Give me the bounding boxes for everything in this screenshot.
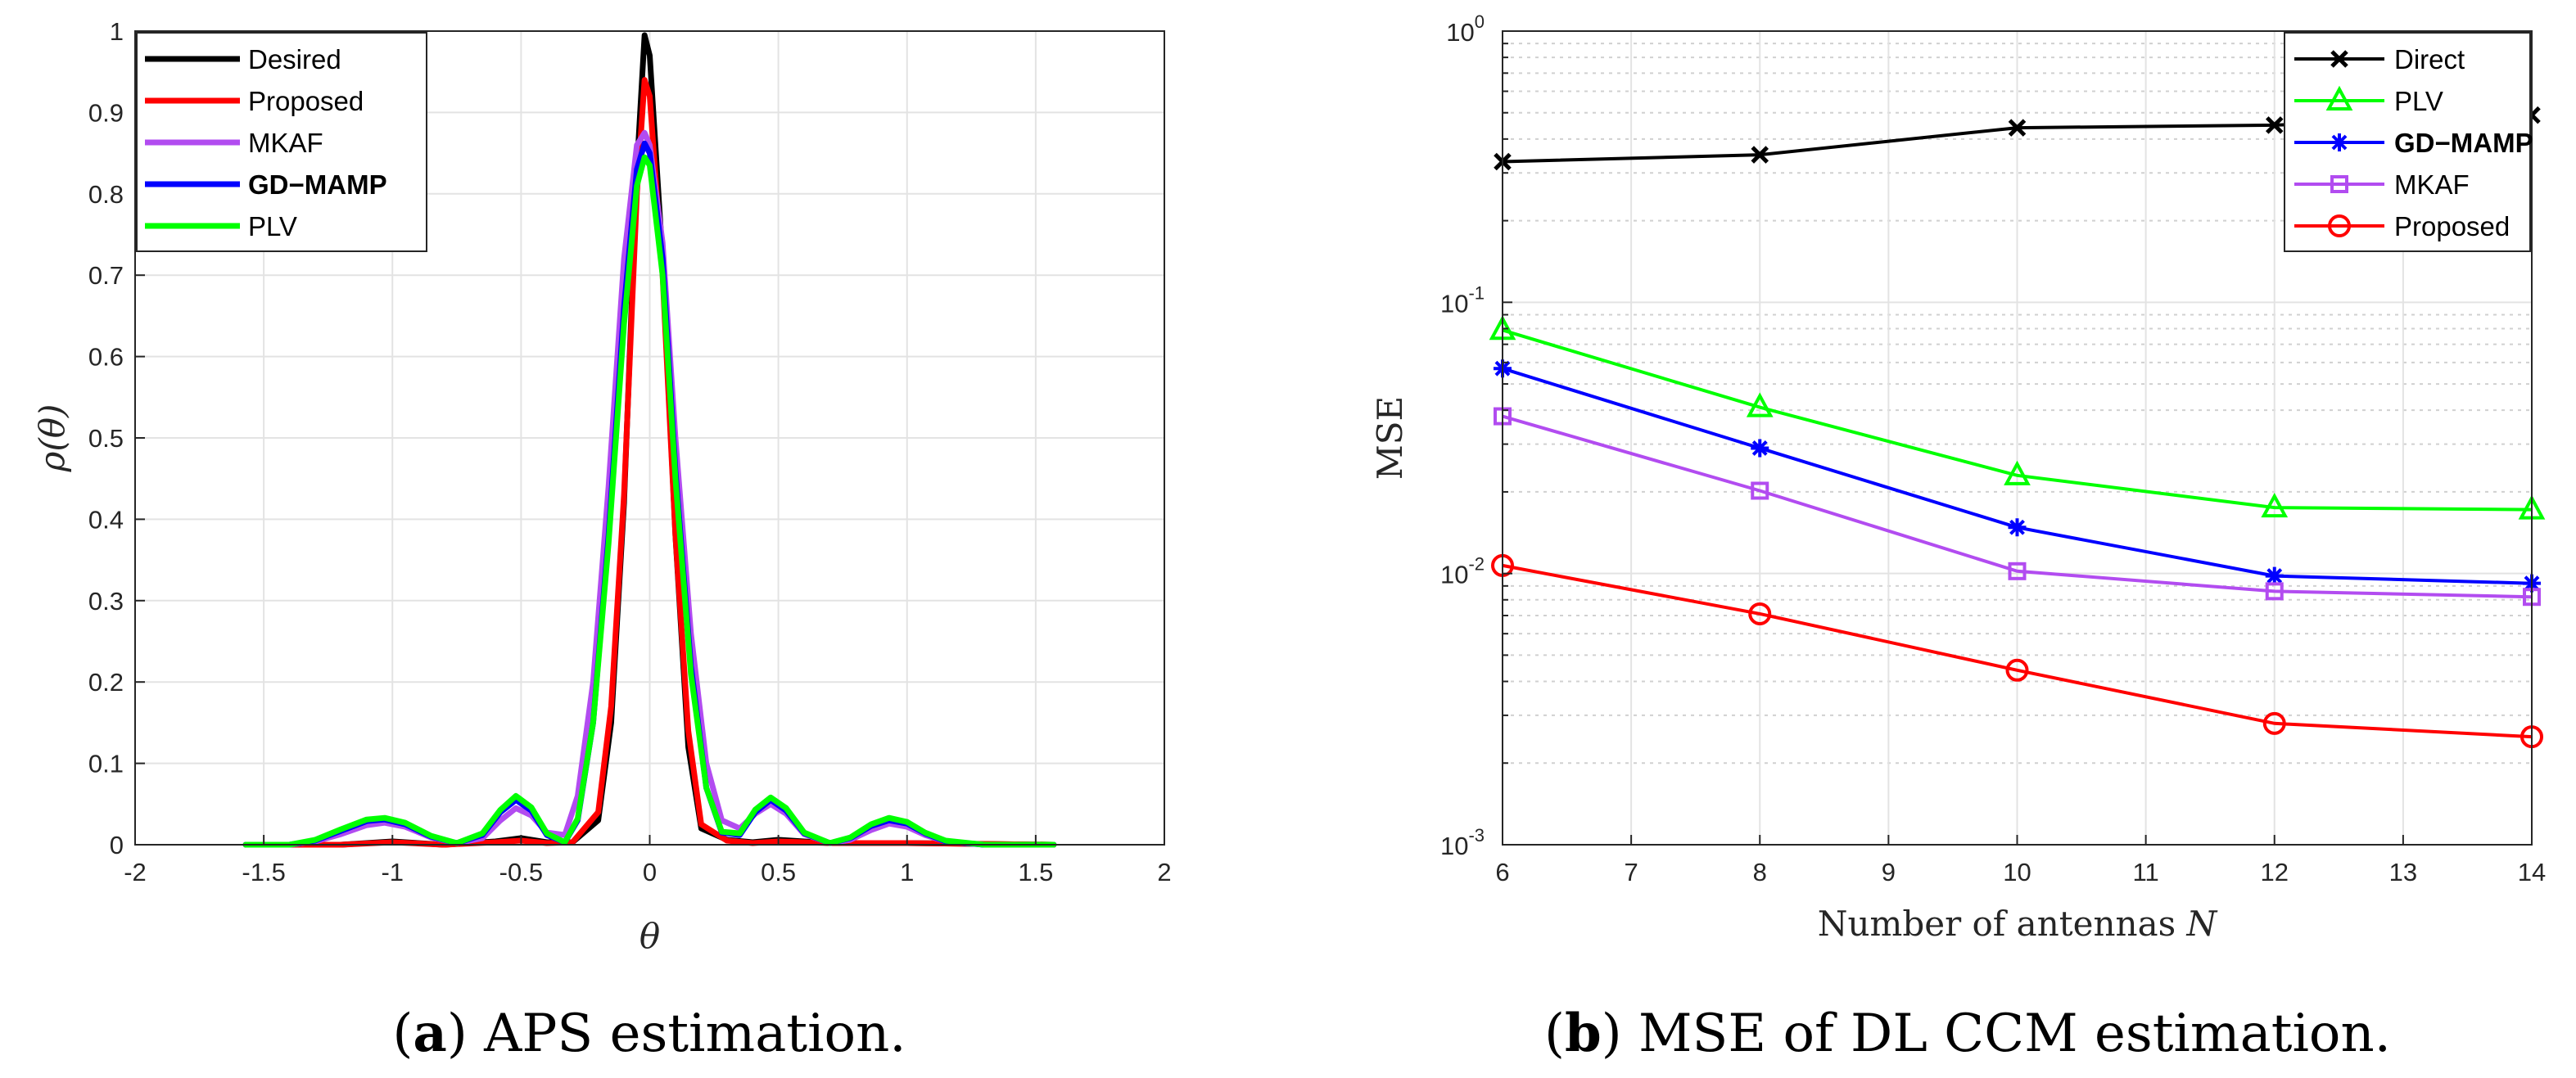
aps-y-tick-label: 0.4: [88, 505, 124, 534]
mse-caption-label: b: [1565, 1003, 1602, 1064]
aps-x-tick-label: 0: [643, 858, 657, 886]
aps-legend-label-gd-mamp: GD−MAMP: [248, 169, 387, 200]
aps-y-tick-label: 0.6: [88, 343, 124, 372]
mse-point-proposed: [2262, 711, 2286, 735]
aps-grid: [134, 30, 1165, 846]
mse-y-tick-base: 10: [1440, 289, 1468, 318]
mse-series-proposed: [1502, 563, 2533, 739]
mse-x-tick-label: 9: [1882, 858, 1896, 886]
aps-x-tick-label: 2: [1157, 858, 1171, 886]
aps-x-tick-label: -0.5: [499, 858, 543, 886]
mse-legend-marker-proposed: [2328, 214, 2351, 237]
aps-y-tick-label: 1: [110, 17, 124, 46]
mse-point-plv: [1746, 392, 1774, 417]
aps-series-plv: [242, 154, 1057, 848]
aps-x-axis-title: θ: [639, 916, 660, 956]
aps-y-axis-title: ρ(θ): [32, 404, 72, 473]
aps-y-tick-label: 0: [110, 831, 124, 859]
mse-y-tick-base: 10: [1440, 832, 1468, 860]
mse-legend-label-direct: Direct: [2394, 44, 2465, 74]
mse-y-tick-base: 10: [1440, 561, 1468, 589]
aps-x-tick-label: 1.5: [1018, 858, 1053, 886]
aps-x-tick-label: 0.5: [761, 858, 796, 886]
mse-y-tick-exponent: -2: [1468, 554, 1485, 575]
mse-x-tick-label: 14: [2518, 858, 2546, 886]
mse-y-tick-label: 10-3: [1440, 825, 1485, 860]
mse-point-mkaf: [2265, 582, 2284, 601]
aps-caption-label: a: [413, 1003, 446, 1064]
mse-point-gd-mamp: [2265, 566, 2284, 585]
mse-legend: Direct PLV GD−MAMP MKAF Proposed: [2284, 32, 2533, 252]
mse-point-plv: [2004, 460, 2031, 485]
aps-series-lines: [242, 32, 1057, 848]
mse-y-tick-exponent: -1: [1468, 282, 1485, 303]
aps-y-tick-labels: 0 0.1 0.2 0.3 0.4 0.5 0.6 0.7 0.8 0.9 1: [88, 17, 124, 859]
mse-legend-label-gd-mamp: GD−MAMP: [2394, 128, 2533, 158]
mse-x-tick-label: 12: [2261, 858, 2289, 886]
aps-x-tick-labels: -2 -1.5 -1 -0.5 0 0.5 1 1.5 2: [124, 858, 1171, 886]
mse-point-mkaf: [1751, 481, 1769, 500]
mse-x-axis-title-symbol: N: [2186, 904, 2218, 944]
mse-legend-label-plv: PLV: [2394, 86, 2443, 116]
aps-x-tick-label: -1.5: [242, 858, 285, 886]
mse-x-axis-title: Number of antennas N: [1818, 904, 2218, 944]
mse-legend-marker-mkaf: [2330, 175, 2348, 193]
aps-legend-label-mkaf: MKAF: [248, 128, 323, 158]
aps-x-tick-label: -2: [124, 858, 147, 886]
aps-x-tick-label: -1: [381, 858, 404, 886]
aps-legend-label-plv: PLV: [248, 211, 297, 241]
aps-y-tick-label: 0.3: [88, 587, 124, 616]
aps-y-tick-label: 0.9: [88, 98, 124, 127]
aps-legend: Desired Proposed MKAF GD−MAMP PLV: [136, 32, 427, 252]
mse-point-plv: [2261, 492, 2289, 518]
aps-legend-label-desired: Desired: [248, 44, 341, 74]
aps-caption-text: APS estimation.: [468, 1004, 906, 1064]
aps-x-tick-label: 1: [900, 858, 914, 886]
aps-y-tick-label: 0.1: [88, 750, 124, 778]
mse-y-tick-label: 10-1: [1440, 282, 1485, 318]
mse-point-direct: [2265, 116, 2284, 134]
mse-legend-marker-direct: [2330, 50, 2348, 68]
mse-caption-text: MSE of DL CCM estimation.: [1622, 1004, 2391, 1064]
mse-point-direct: [1751, 146, 1769, 164]
mse-legend-marker-gd-mamp: [2330, 133, 2348, 151]
mse-y-tick-base: 10: [1446, 18, 1474, 47]
aps-y-tick-label: 0.2: [88, 668, 124, 697]
mse-y-tick-label: 100: [1446, 11, 1485, 47]
aps-chart: -2 -1.5 -1 -0.5 0 0.5 1 1.5 2 0 0.1 0.2 0.3 0.4 0.5 0.…: [32, 17, 1172, 1064]
mse-x-tick-label: 6: [1495, 858, 1509, 886]
mse-y-tick-exponent: -3: [1468, 825, 1485, 846]
mse-x-tick-label: 7: [1625, 858, 1638, 886]
mse-x-tick-label: 11: [2133, 858, 2159, 886]
mse-series-mkaf: [1502, 414, 2533, 599]
mse-point-proposed: [1748, 602, 1772, 625]
aps-y-tick-label: 0.7: [88, 261, 124, 290]
mse-point-proposed: [2005, 658, 2029, 682]
aps-legend-label-proposed: Proposed: [248, 86, 364, 116]
mse-legend-label-proposed: Proposed: [2394, 211, 2510, 241]
aps-caption: (a) APS estimation.: [392, 1003, 906, 1064]
mse-y-tick-label: 10-2: [1440, 554, 1485, 589]
mse-y-tick-exponent: 0: [1475, 11, 1485, 32]
aps-y-tick-label: 0.5: [88, 424, 124, 453]
mse-caption: (b) MSE of DL CCM estimation.: [1544, 1003, 2391, 1064]
mse-x-tick-label: 13: [2389, 858, 2417, 886]
mse-x-tick-label: 8: [1753, 858, 1767, 886]
mse-legend-marker-plv: [2325, 85, 2353, 111]
mse-x-tick-labels: 6 7 8 9 10 11 12 13 14: [1495, 858, 2546, 886]
mse-point-gd-mamp: [2008, 518, 2027, 537]
mse-legend-label-mkaf: MKAF: [2394, 169, 2470, 200]
mse-series-plv: [1502, 328, 2533, 512]
mse-point-mkaf: [2008, 562, 2027, 580]
mse-x-axis-title-text: Number of antennas: [1818, 904, 2187, 944]
mse-x-tick-label: 10: [2003, 858, 2031, 886]
mse-y-axis-title: MSE: [1370, 396, 1410, 480]
mse-tick-marks: [1502, 30, 2533, 846]
mse-point-gd-mamp: [1751, 439, 1769, 458]
mse-point-direct: [2008, 119, 2027, 137]
aps-y-tick-label: 0.8: [88, 180, 124, 209]
